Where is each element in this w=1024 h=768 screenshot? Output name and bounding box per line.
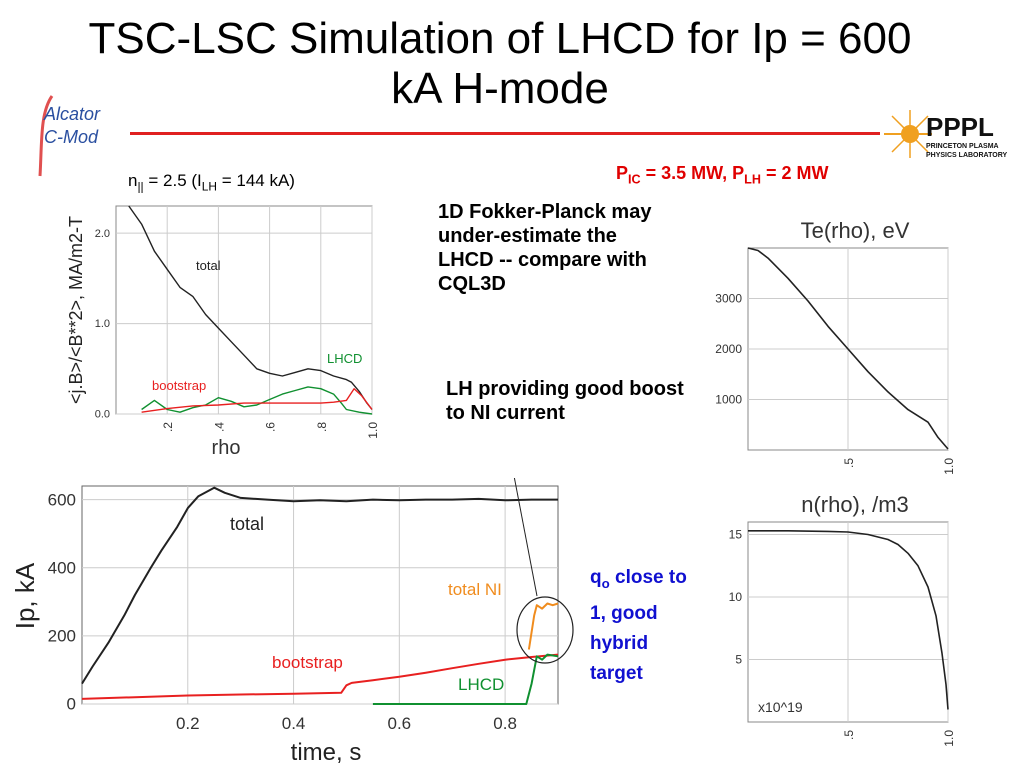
pppl-text: PPPL bbox=[926, 112, 994, 142]
page-title: TSC-LSC Simulation of LHCD for Ip = 600 … bbox=[88, 14, 912, 113]
te-profile-series-te bbox=[747, 247, 949, 450]
pic-value: = 3.5 MW, P bbox=[640, 163, 745, 183]
ip-time-series-total-ni bbox=[527, 602, 559, 650]
fokker-planck-note: 1D Fokker-Planck may under-estimate the … bbox=[438, 201, 652, 295]
plh-sub: LH bbox=[744, 172, 761, 187]
ip-time-xtick-label: 0.2 bbox=[176, 714, 200, 733]
ip-time-series-total bbox=[81, 486, 558, 685]
ip-ylabel: Ip, kA bbox=[10, 562, 40, 629]
ip-time-ytick-label: 200 bbox=[48, 627, 76, 646]
q-label: q bbox=[590, 567, 602, 588]
q-sub: o bbox=[601, 575, 610, 591]
current-density-series-bootstrap bbox=[141, 388, 373, 413]
current-density-subtitle: n|| = 2.5 (ILH = 144 kA) bbox=[128, 171, 295, 193]
subtitle-i-sub: LH bbox=[201, 179, 217, 194]
n-profile-ytick-label: 10 bbox=[729, 590, 743, 604]
current-density-ytick-label: 0.0 bbox=[95, 409, 110, 421]
n-profile-ytick-label: 15 bbox=[729, 528, 743, 542]
annotation-ip-bootstrap: bootstrap bbox=[272, 653, 343, 672]
current-density-ylabel: <j.B>/<B**2>, MA/m2-T bbox=[66, 216, 86, 404]
annotation-ip-total: total bbox=[230, 514, 264, 534]
te-profile-xtick-label: .5 bbox=[842, 458, 856, 468]
pppl-sub1: PRINCETON PLASMA bbox=[926, 143, 999, 150]
current-density-ytick-label: 1.0 bbox=[95, 318, 110, 330]
ip-time-xtick-label: 0.8 bbox=[493, 714, 517, 733]
ip-time-ytick-label: 400 bbox=[48, 558, 76, 577]
power-note: PIC = 3.5 MW, PLH = 2 MW bbox=[616, 163, 828, 187]
n-profile-xtick-label: 1.0 bbox=[942, 730, 956, 747]
plh-value: = 2 MW bbox=[760, 163, 829, 183]
logo-text-alcator: Alcator bbox=[43, 104, 101, 124]
current-density-chart: 0.0 1.0 2.0 .2 .4 .6 .8 1.0 rho <j.B>/<B**2>, MA/… bbox=[66, 205, 380, 459]
current-density-series-total bbox=[128, 205, 373, 410]
current-density-xtick-label: .4 bbox=[212, 422, 226, 432]
te-profile-ytick-label: 3000 bbox=[715, 292, 742, 306]
current-density-ytick-label: 2.0 bbox=[95, 228, 110, 240]
te-profile-ytick-label: 1000 bbox=[715, 393, 742, 407]
pic-label: P bbox=[616, 163, 629, 183]
n-scale-note: x10^19 bbox=[758, 699, 803, 715]
pppl-sub2: PHYSICS LABORATORY bbox=[926, 152, 1007, 159]
current-density-xlabel: rho bbox=[212, 437, 241, 459]
annotation-lhcd: LHCD bbox=[327, 351, 362, 366]
n-profile-xtick-label: .5 bbox=[842, 730, 856, 740]
current-density-xtick-label: .8 bbox=[315, 422, 329, 432]
ip-time-chart: 0 200 400 600 0.2 0.4 0.6 0.8 time, s Ip, kA total… bbox=[10, 478, 574, 766]
q-rest: close to 1, good hybrid target bbox=[590, 567, 687, 684]
current-density-xtick-label: 1.0 bbox=[366, 422, 380, 439]
subtitle-n: n bbox=[128, 171, 138, 190]
ip-time-xtick-label: 0.4 bbox=[282, 714, 306, 733]
current-density-xtick-label: .2 bbox=[161, 422, 175, 432]
te-profile-xtick-label: 1.0 bbox=[942, 458, 956, 475]
annotation-ip-lhcd: LHCD bbox=[458, 675, 504, 694]
subtitle-mid: = 2.5 (I bbox=[143, 171, 202, 190]
pppl-logo: PPPL PRINCETON PLASMA PHYSICS LABORATORY bbox=[884, 110, 1007, 159]
ip-time-ytick-label: 0 bbox=[67, 695, 76, 714]
ip-xlabel: time, s bbox=[291, 739, 362, 766]
lh-boost-note: LH providing good boost to NI current bbox=[446, 378, 684, 424]
n-profile-series-n bbox=[748, 530, 949, 710]
n-profile-ytick-label: 5 bbox=[735, 653, 742, 667]
annotation-bootstrap: bootstrap bbox=[152, 378, 206, 393]
annotation-total: total bbox=[196, 258, 221, 273]
te-title: Te(rho), eV bbox=[801, 218, 910, 243]
subtitle-n-sub: || bbox=[137, 179, 144, 194]
n-title: n(rho), /m3 bbox=[801, 492, 909, 517]
total-ni-highlight-circle bbox=[516, 596, 574, 664]
subtitle-end: = 144 kA) bbox=[216, 171, 295, 190]
alcator-cmod-logo: Alcator C-Mod bbox=[38, 95, 101, 177]
q-hybrid-note: qo close to 1, good hybrid target bbox=[590, 563, 700, 689]
ip-time-xtick-label: 0.6 bbox=[388, 714, 412, 733]
ip-time-series-bootstrap bbox=[81, 653, 559, 700]
annotation-total-ni: total NI bbox=[448, 580, 502, 599]
pic-sub: IC bbox=[628, 172, 641, 187]
current-density-xtick-label: .6 bbox=[264, 422, 278, 432]
n-profile-chart: 5 10 15 .5 1.0 n(rho), /m3 x10^19 bbox=[729, 492, 956, 747]
te-profile-ytick-label: 2000 bbox=[715, 342, 742, 356]
lh-note-pointer bbox=[513, 478, 538, 597]
sun-icon bbox=[884, 110, 932, 158]
te-profile-chart: 1000 2000 3000 .5 1.0 Te(rho), eV bbox=[715, 218, 956, 475]
ip-time-ytick-label: 600 bbox=[48, 490, 76, 509]
title-divider bbox=[130, 132, 880, 135]
logo-text-cmod: C-Mod bbox=[44, 127, 99, 147]
ip-time-series-lhcd bbox=[372, 653, 559, 705]
